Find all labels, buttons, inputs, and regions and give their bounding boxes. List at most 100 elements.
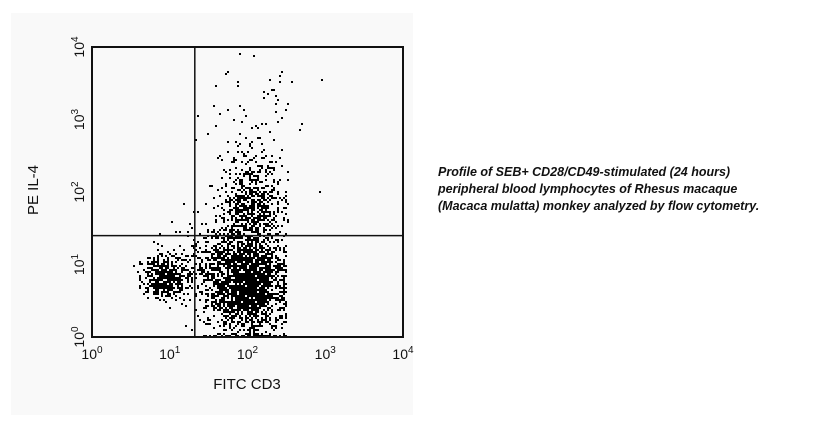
event-dot xyxy=(265,207,267,209)
event-dot xyxy=(257,297,259,299)
event-dot xyxy=(239,299,241,301)
event-dot xyxy=(247,283,249,285)
event-dot xyxy=(279,267,281,269)
event-dot xyxy=(261,219,263,221)
event-dot xyxy=(139,285,141,287)
event-dot xyxy=(257,127,259,129)
event-dot xyxy=(245,261,247,263)
event-dot xyxy=(239,253,241,255)
event-dot xyxy=(275,303,277,305)
event-dot xyxy=(223,241,225,243)
event-dot xyxy=(239,179,241,181)
event-dot xyxy=(147,283,149,285)
event-dot xyxy=(271,195,273,197)
event-dot xyxy=(251,265,253,267)
event-dot xyxy=(235,279,237,281)
event-dot xyxy=(261,205,263,207)
event-dot xyxy=(145,291,147,293)
event-dot xyxy=(161,265,163,267)
event-dot xyxy=(219,303,221,305)
event-dot xyxy=(175,279,177,281)
event-dot xyxy=(275,255,277,257)
event-dot xyxy=(157,273,159,275)
event-dot xyxy=(235,325,237,327)
event-dot xyxy=(277,281,279,283)
event-dot xyxy=(189,223,191,225)
event-dot xyxy=(247,209,249,211)
event-dot xyxy=(251,249,253,251)
y-tick-label: 104 xyxy=(70,36,87,58)
event-dot xyxy=(263,215,265,217)
event-dot xyxy=(209,259,211,261)
event-dot xyxy=(233,269,235,271)
event-dot xyxy=(231,259,233,261)
event-dot xyxy=(207,275,209,277)
event-dot xyxy=(155,297,157,299)
event-dot xyxy=(269,275,271,277)
event-dot xyxy=(257,221,259,223)
event-dot xyxy=(267,245,269,247)
event-dot xyxy=(247,261,249,263)
event-dot xyxy=(233,225,235,227)
event-dot xyxy=(249,197,251,199)
event-dot xyxy=(169,269,171,271)
event-dot xyxy=(263,281,265,283)
event-dot xyxy=(253,203,255,205)
event-dot xyxy=(285,291,287,293)
event-dot xyxy=(157,277,159,279)
event-dot xyxy=(251,273,253,275)
event-dot xyxy=(231,225,233,227)
event-dot xyxy=(249,327,251,329)
event-dot xyxy=(227,151,229,153)
event-dot xyxy=(225,289,227,291)
event-dot xyxy=(251,259,253,261)
event-dot xyxy=(177,279,179,281)
event-dot xyxy=(267,219,269,221)
event-dot xyxy=(241,261,243,263)
event-dot xyxy=(233,119,235,121)
event-dot xyxy=(265,283,267,285)
event-dot xyxy=(161,255,163,257)
event-dot xyxy=(217,189,219,191)
event-dot xyxy=(213,207,215,209)
event-dot xyxy=(267,293,269,295)
event-dot xyxy=(139,261,141,263)
event-dot xyxy=(177,277,179,279)
event-dot xyxy=(217,253,219,255)
event-dot xyxy=(219,113,221,115)
event-dot xyxy=(249,227,251,229)
event-dot xyxy=(265,209,267,211)
event-dot xyxy=(221,251,223,253)
event-dot xyxy=(241,181,243,183)
event-dot xyxy=(189,275,191,277)
event-dot xyxy=(169,279,171,281)
event-dot xyxy=(251,263,253,265)
event-dot xyxy=(213,231,215,233)
event-dot xyxy=(237,247,239,249)
event-dot xyxy=(223,329,225,331)
event-dot xyxy=(243,253,245,255)
event-dot xyxy=(265,205,267,207)
event-dot xyxy=(283,217,285,219)
event-dot xyxy=(169,293,171,295)
event-dot xyxy=(273,241,275,243)
event-dot xyxy=(231,309,233,311)
event-dot xyxy=(189,299,191,301)
event-dot xyxy=(235,271,237,273)
event-dot xyxy=(281,269,283,271)
event-dot xyxy=(271,161,273,163)
event-dot xyxy=(263,287,265,289)
event-dot xyxy=(211,263,213,265)
event-dot xyxy=(269,281,271,283)
event-dot xyxy=(257,319,259,321)
event-dot xyxy=(243,251,245,253)
event-dot xyxy=(251,127,253,129)
event-dot xyxy=(261,273,263,275)
event-dot xyxy=(263,187,265,189)
event-dot xyxy=(219,253,221,255)
event-dot xyxy=(245,137,247,139)
event-dot xyxy=(175,271,177,273)
event-dot xyxy=(239,257,241,259)
event-dot xyxy=(287,221,289,223)
event-dot xyxy=(247,263,249,265)
